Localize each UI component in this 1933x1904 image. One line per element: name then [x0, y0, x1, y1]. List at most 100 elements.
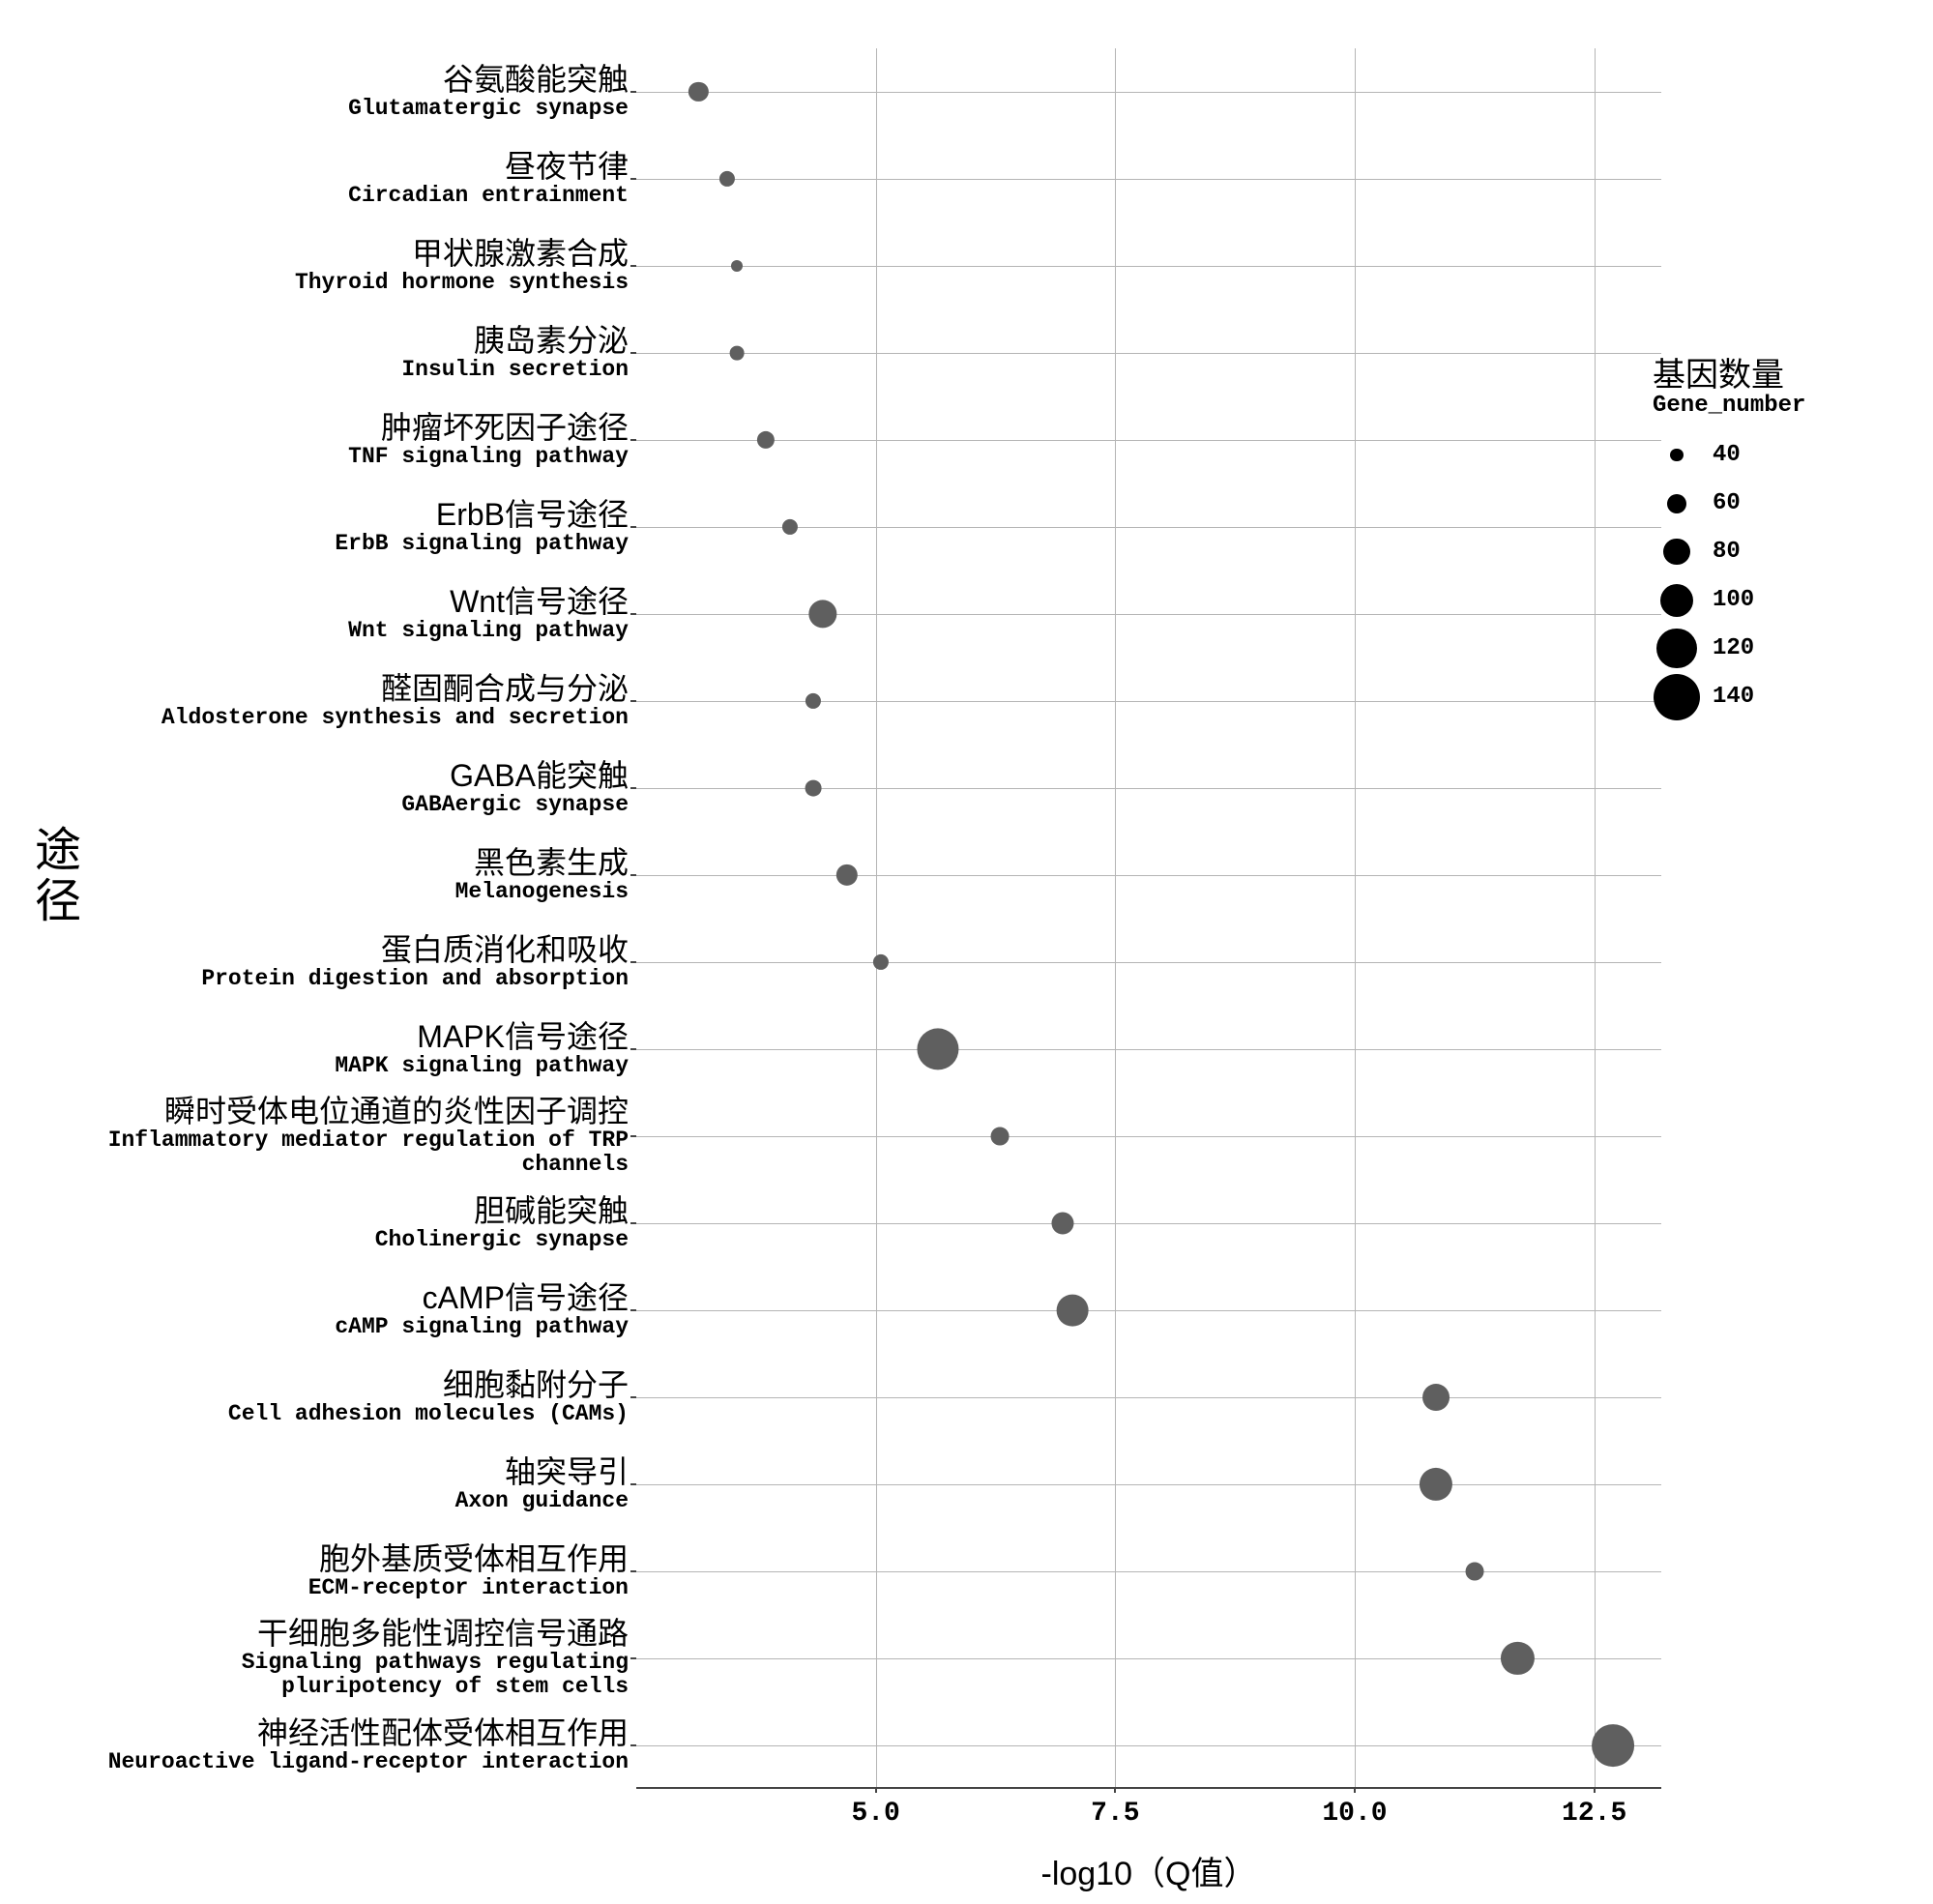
gridline-vertical: [1595, 48, 1596, 1787]
legend-bubble-wrap: [1653, 629, 1701, 668]
y-label-cn: 黑色素生成: [97, 846, 629, 880]
y-tick-mark: [630, 526, 636, 528]
legend-circle-icon: [1667, 494, 1686, 513]
y-label-row: 干细胞多能性调控信号通路Signaling pathways regulatin…: [97, 1617, 629, 1700]
y-label-cn: 胆碱能突触: [97, 1194, 629, 1228]
y-tick-mark: [630, 1222, 636, 1224]
data-point: [1422, 1384, 1450, 1411]
gridline-horizontal: [636, 266, 1661, 267]
y-tick-mark: [630, 613, 636, 615]
y-label-en: Cell adhesion molecules (CAMs): [97, 1402, 629, 1426]
gridline-horizontal: [636, 92, 1661, 93]
data-point: [1465, 1563, 1483, 1581]
data-point: [719, 171, 735, 187]
y-label-en: Circadian entrainment: [97, 184, 629, 208]
y-label-row: 轴突导引Axon guidance: [97, 1455, 629, 1513]
legend-item: 60: [1653, 482, 1865, 526]
y-label-row: 胆碱能突触Cholinergic synapse: [97, 1194, 629, 1252]
plot-area: -log10（Q值） 5.07.510.012.5: [636, 48, 1661, 1789]
y-label-en: TNF signaling pathway: [97, 445, 629, 469]
gridline-horizontal: [636, 353, 1661, 354]
legend-circle-icon: [1670, 449, 1683, 461]
data-point: [688, 82, 708, 102]
data-point: [873, 954, 889, 970]
y-label-cn: 轴突导引: [97, 1455, 629, 1489]
y-label-row: GABA能突触GABAergic synapse: [97, 759, 629, 817]
legend-item-label: 100: [1713, 587, 1754, 613]
gridline-horizontal: [636, 1310, 1661, 1311]
data-point: [1420, 1468, 1452, 1501]
y-tick-mark: [630, 1570, 636, 1572]
y-label-en: Signaling pathways regulating pluripoten…: [97, 1651, 629, 1700]
y-label-row: MAPK信号途径MAPK signaling pathway: [97, 1020, 629, 1078]
x-tick-mark: [875, 1787, 877, 1793]
data-point: [991, 1128, 1010, 1146]
y-tick-mark: [630, 961, 636, 963]
y-label-en: ECM-receptor interaction: [97, 1576, 629, 1600]
x-tick-mark: [1114, 1787, 1116, 1793]
y-label-row: 醛固酮合成与分泌Aldosterone synthesis and secret…: [97, 672, 629, 730]
legend-circle-icon: [1663, 539, 1689, 565]
y-label-cn: 瞬时受体电位通道的炎性因子调控: [97, 1095, 629, 1128]
y-label-cn: Wnt信号途径: [97, 585, 629, 619]
y-tick-mark: [630, 787, 636, 789]
legend-bubble-wrap: [1653, 449, 1701, 461]
y-label-cn: 醛固酮合成与分泌: [97, 672, 629, 706]
y-tick-mark: [630, 352, 636, 354]
legend-item-label: 120: [1713, 635, 1754, 661]
legend-item: 100: [1653, 578, 1865, 623]
y-label-row: 昼夜节律Circadian entrainment: [97, 150, 629, 208]
y-tick-mark: [630, 91, 636, 93]
x-tick-label: 5.0: [851, 1799, 899, 1829]
legend-item-label: 80: [1713, 539, 1741, 565]
y-tick-mark: [630, 1744, 636, 1746]
y-label-cn: MAPK信号途径: [97, 1020, 629, 1054]
legend-title-cn: 基因数量: [1653, 358, 1865, 394]
y-label-cn: 神经活性配体受体相互作用: [97, 1716, 629, 1750]
data-point: [1056, 1295, 1088, 1327]
y-label-en: MAPK signaling pathway: [97, 1054, 629, 1078]
y-label-cn: 谷氨酸能突触: [97, 63, 629, 97]
x-tick-label: 10.0: [1322, 1799, 1387, 1829]
gridline-vertical: [876, 48, 877, 1787]
x-tick-label: 12.5: [1562, 1799, 1626, 1829]
legend-title-en: Gene_number: [1653, 394, 1865, 419]
y-tick-mark: [630, 178, 636, 180]
gridline-vertical: [1355, 48, 1356, 1787]
data-point: [805, 780, 822, 797]
y-axis-title: 途 径: [29, 827, 87, 929]
y-label-cn: cAMP信号途径: [97, 1281, 629, 1315]
y-label-en: Axon guidance: [97, 1489, 629, 1513]
gridline-horizontal: [636, 179, 1661, 180]
y-label-row: 蛋白质消化和吸收Protein digestion and absorption: [97, 933, 629, 991]
legend-item: 120: [1653, 627, 1865, 671]
x-tick-label: 7.5: [1091, 1799, 1139, 1829]
y-tick-mark: [630, 1048, 636, 1050]
legend-item: 40: [1653, 433, 1865, 478]
gridline-horizontal: [636, 1223, 1661, 1224]
data-point: [730, 346, 745, 361]
legend: 基因数量 Gene_number 4060 80 100 120 140: [1653, 358, 1865, 723]
data-point: [731, 260, 743, 272]
legend-item: 80: [1653, 530, 1865, 574]
y-label-en: Melanogenesis: [97, 880, 629, 904]
y-label-cn: 干细胞多能性调控信号通路: [97, 1617, 629, 1651]
y-tick-mark: [630, 1657, 636, 1659]
y-label-row: 甲状腺激素合成Thyroid hormone synthesis: [97, 237, 629, 295]
y-label-en: Protein digestion and absorption: [97, 967, 629, 991]
legend-bubble-wrap: [1653, 539, 1701, 565]
gridline-horizontal: [636, 614, 1661, 615]
legend-item: 140: [1653, 675, 1865, 719]
data-point: [1593, 1724, 1635, 1767]
y-tick-mark: [630, 874, 636, 876]
gridline-horizontal: [636, 962, 1661, 963]
gridline-horizontal: [636, 875, 1661, 876]
y-label-en: Cholinergic synapse: [97, 1228, 629, 1252]
y-label-row: 胞外基质受体相互作用ECM-receptor interaction: [97, 1542, 629, 1600]
y-label-cn: 昼夜节律: [97, 150, 629, 184]
y-tick-mark: [630, 439, 636, 441]
y-label-cn: 肿瘤坏死因子途径: [97, 411, 629, 445]
gridline-horizontal: [636, 1571, 1661, 1572]
y-label-en: Neuroactive ligand-receptor interaction: [97, 1750, 629, 1774]
y-label-row: ErbB信号途径ErbB signaling pathway: [97, 498, 629, 556]
